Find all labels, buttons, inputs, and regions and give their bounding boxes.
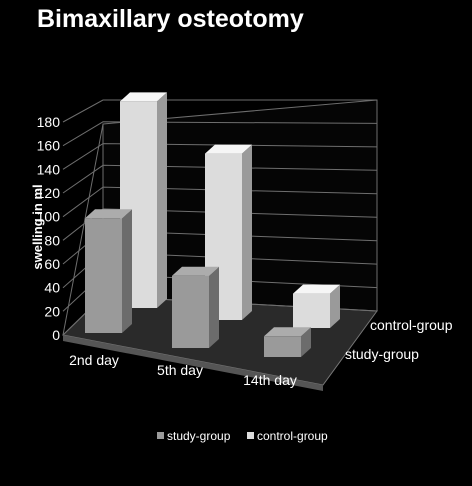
bar-study-group-5th-day: [172, 266, 219, 348]
series-depth-labels: study-group control-group: [345, 317, 453, 362]
legend-swatch: [157, 432, 164, 439]
gridline: [62, 208, 378, 241]
floor-edge: [63, 335, 323, 391]
y-tick-label: 100: [37, 209, 61, 225]
bar-face: [85, 218, 122, 333]
bar-top: [172, 266, 219, 276]
y-tick-label: 80: [44, 232, 60, 248]
bar-top: [85, 209, 132, 219]
bar-side: [301, 327, 311, 357]
y-tick-label: 120: [37, 185, 61, 201]
bars: [85, 92, 340, 357]
y-axis-label: swelling in ml: [30, 184, 45, 269]
bar-study-group-14th-day: [264, 327, 311, 357]
gridline: [62, 143, 378, 170]
depth-label: study-group: [345, 346, 419, 362]
bar-side: [209, 266, 219, 348]
bar-side: [330, 284, 340, 328]
y-tick-label: 180: [37, 114, 61, 130]
bar-study-group-2nd-day: [85, 209, 132, 333]
legend-entry: study-group: [167, 429, 231, 443]
y-tick-label: 20: [44, 303, 60, 319]
bar-control-group-14th-day: [293, 284, 340, 328]
category-labels: 2nd day 5th day 14th day: [69, 352, 297, 388]
category-label: 14th day: [243, 372, 297, 388]
bar-top: [205, 144, 252, 154]
y-tick-label: 0: [52, 327, 60, 343]
gridline: [62, 164, 378, 194]
bar-top: [293, 284, 340, 294]
gridline: [62, 99, 377, 123]
y-tick-label: 160: [37, 138, 61, 154]
y-tick-labels: 0 20 40 60 80 100 120 140 160 180: [37, 114, 61, 343]
gridline: [62, 121, 378, 147]
chart-title: Bimaxillary osteotomy: [37, 5, 304, 33]
y-tick-label: 40: [44, 280, 60, 296]
bar-top: [120, 92, 167, 102]
gridline: [62, 186, 378, 218]
legend-swatch: [247, 432, 254, 439]
bar-face: [293, 293, 330, 328]
category-label: 5th day: [157, 362, 203, 378]
bar-face: [172, 275, 209, 348]
bar-side: [242, 144, 252, 320]
bar-side: [157, 92, 167, 309]
bar-face: [264, 336, 301, 357]
legend-entry: control-group: [257, 429, 328, 443]
y-tick-label: 140: [37, 161, 61, 177]
y-tick-label: 60: [44, 256, 60, 272]
bar-side: [122, 209, 132, 333]
depth-label: control-group: [370, 317, 453, 333]
category-label: 2nd day: [69, 352, 119, 368]
bar-top: [264, 327, 311, 337]
legend: study-group control-group: [157, 429, 328, 443]
